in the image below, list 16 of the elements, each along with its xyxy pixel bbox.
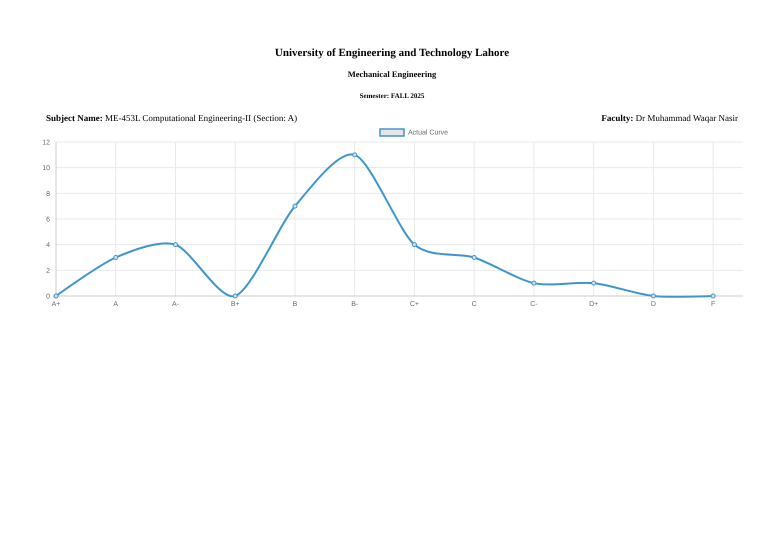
- text: Subject Name: ME-453L Computational Engineering-II (Section: A): [46, 113, 298, 123]
- point: [472, 255, 477, 260]
- point: [113, 255, 118, 260]
- point: [650, 294, 656, 298]
- point: [412, 242, 417, 248]
- point: [54, 294, 58, 298]
- text: Faculty: Dr Muhammad Waqar Nasir: [601, 113, 738, 123]
- point: [352, 152, 358, 158]
- point: [710, 294, 716, 298]
- point: [232, 294, 238, 298]
- point: [591, 280, 596, 286]
- point: [172, 242, 178, 248]
- point: [292, 204, 298, 209]
- point: [531, 280, 536, 286]
- chart-title: University of Engineering and Technology Lahore: [274, 47, 510, 59]
- chart-subtitle: Mechanical Engineering: [348, 69, 438, 79]
